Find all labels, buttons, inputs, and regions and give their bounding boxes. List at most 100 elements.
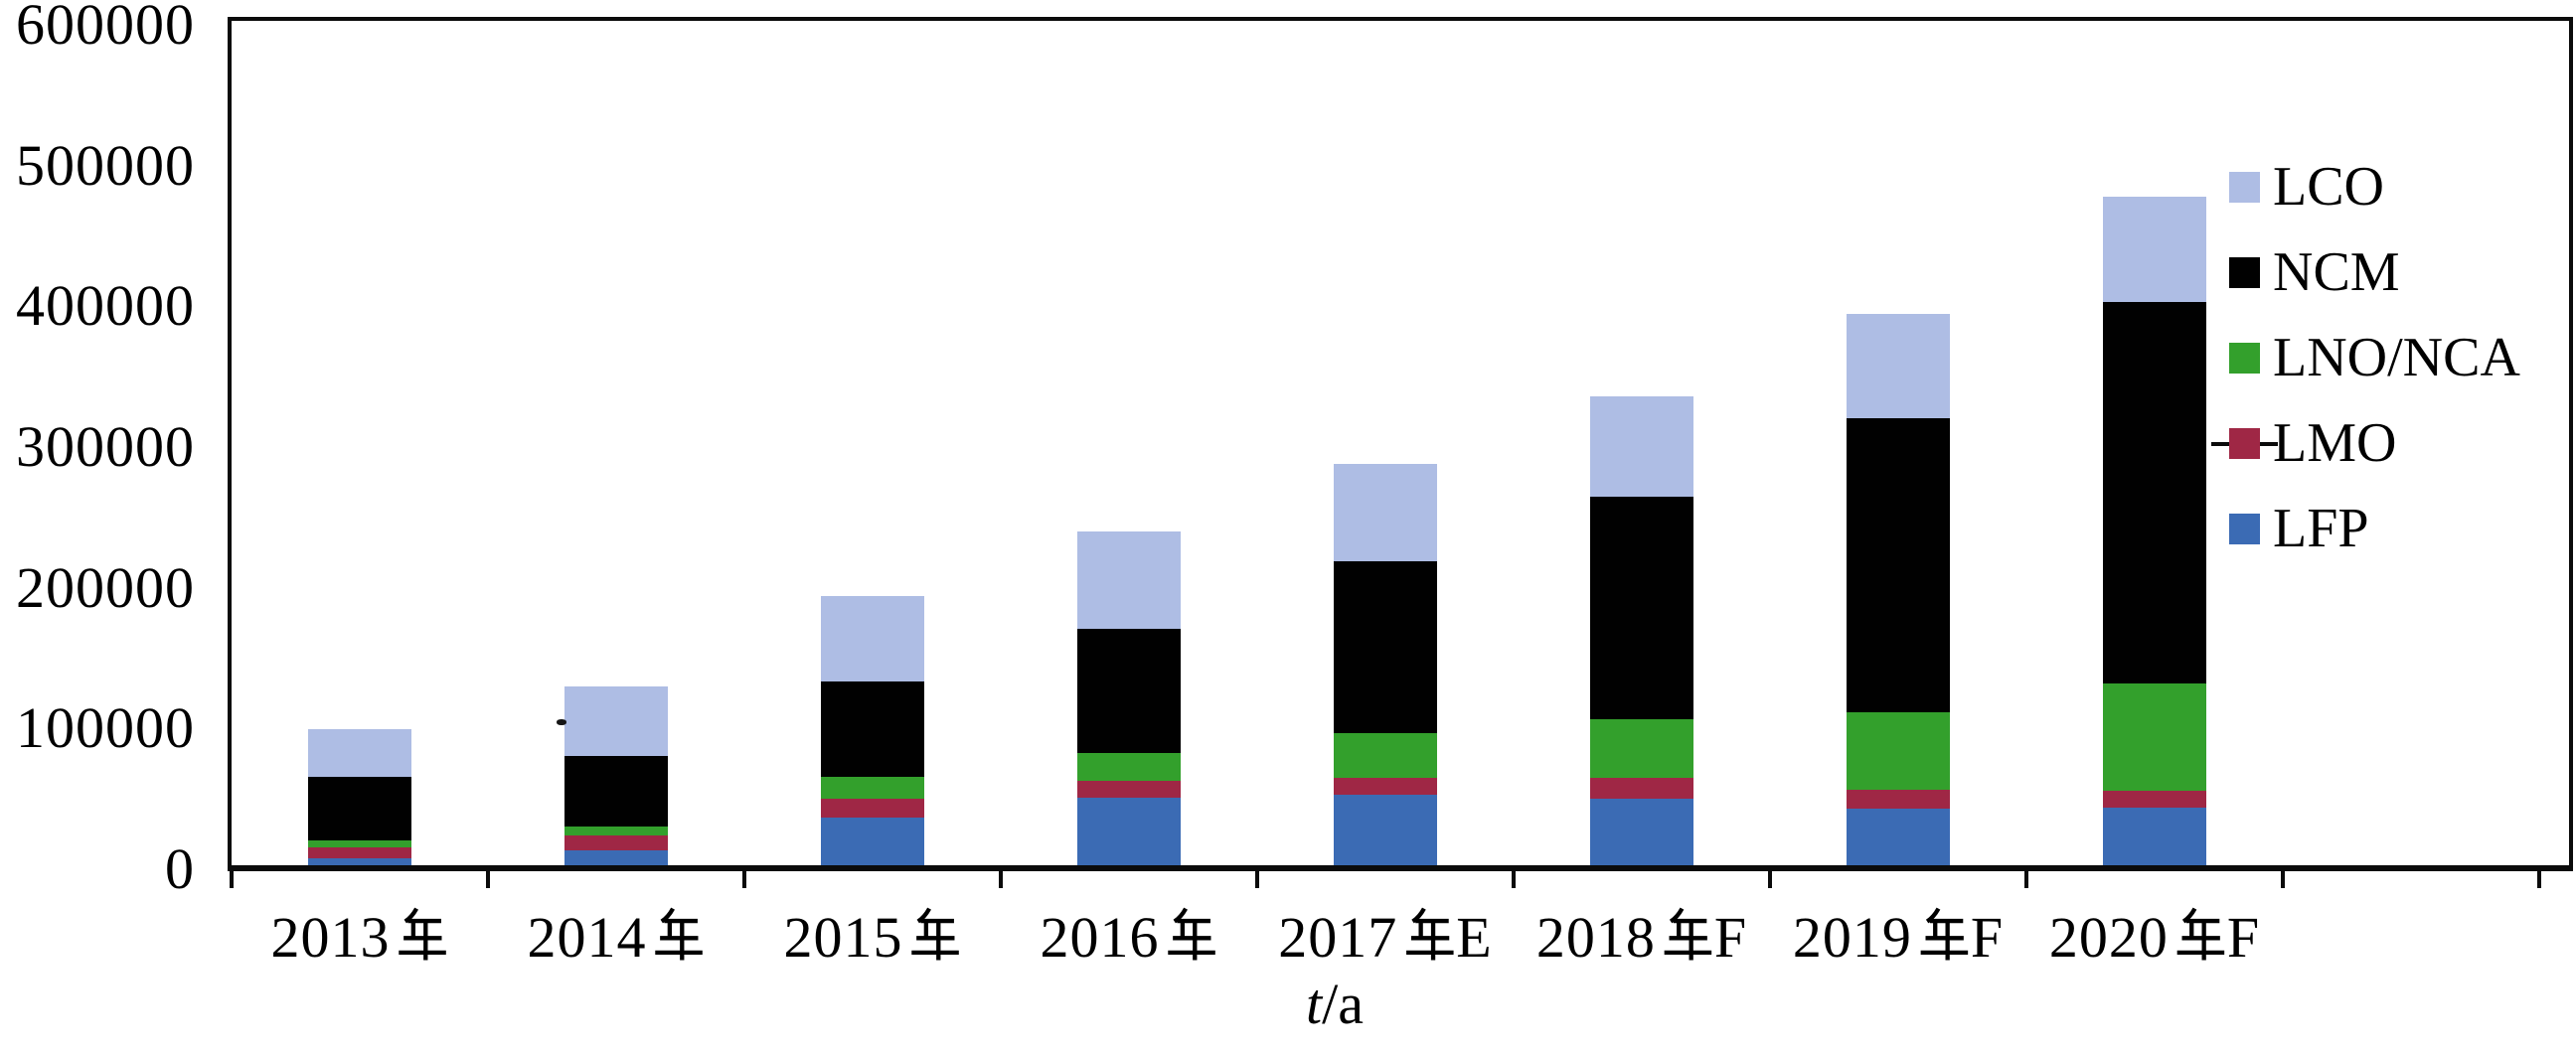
x-label-year: 2014 xyxy=(527,905,647,970)
y-tick-label: 100000 xyxy=(16,695,195,761)
x-category-label: 2013 xyxy=(271,906,449,970)
bar-segment-lfp xyxy=(1077,798,1181,865)
bar-segment-lmo xyxy=(2103,790,2206,808)
legend-entry-lno-nca: LNO/NCA xyxy=(2229,330,2520,385)
x-tick-mark xyxy=(1768,871,1772,888)
x-tick-mark xyxy=(2537,871,2541,888)
x-label-year: 2020 xyxy=(2048,905,2169,970)
nian-year-glyph xyxy=(2176,907,2225,961)
bar-segment-lmo xyxy=(1590,778,1693,800)
x-label-forecast-tag: E xyxy=(1456,905,1493,970)
stacked-bar xyxy=(1077,21,1181,865)
legend-label: LNO/NCA xyxy=(2273,327,2520,388)
bar-segment-lmo xyxy=(1334,778,1437,796)
bar-slot-2020 xyxy=(2026,21,2283,865)
y-tick-label: 300000 xyxy=(16,414,195,479)
bar-segment-lco xyxy=(1334,464,1437,561)
x-tick-mark xyxy=(2281,871,2285,888)
legend: LCO NCM LNO/NCA LMO LFP xyxy=(2211,159,2520,586)
bar-segment-lco xyxy=(564,686,668,757)
x-axis-title-rest: /a xyxy=(1322,972,1364,1036)
bar-segment-lno-nca xyxy=(2103,683,2206,791)
legend-entry-lco: LCO xyxy=(2229,159,2520,215)
y-tick-label: 400000 xyxy=(16,273,195,339)
scan-speck-artifact xyxy=(557,719,566,725)
bar-segment-ncm xyxy=(1077,629,1181,753)
legend-marker-wrap xyxy=(2211,427,2278,459)
x-category-label: 2017 E xyxy=(1278,906,1492,970)
bar-segment-lmo xyxy=(564,835,668,851)
x-axis-title-italic: t xyxy=(1306,972,1323,1036)
x-category-label: 2018 F xyxy=(1536,906,1747,970)
x-category-label: 2016 xyxy=(1041,906,1218,970)
bar-slot-2014 xyxy=(488,21,744,865)
legend-marker-wrap xyxy=(2229,513,2260,544)
legend-entry-lmo: LMO xyxy=(2211,415,2520,471)
bar-segment-lno-nca xyxy=(564,827,668,836)
stacked-bar xyxy=(1334,21,1437,865)
x-label-year: 2017 xyxy=(1278,905,1398,970)
legend-label: NCM xyxy=(2273,241,2400,303)
nian-year-glyph xyxy=(399,907,446,961)
nian-year-glyph xyxy=(1406,907,1454,961)
legend-color-swatch xyxy=(2229,513,2260,544)
legend-label: LFP xyxy=(2273,498,2369,559)
nian-year-glyph xyxy=(655,907,703,961)
stacked-bar xyxy=(308,21,411,865)
legend-marker-wrap xyxy=(2229,256,2260,288)
bar-segment-lfp xyxy=(1847,809,1950,865)
x-label-forecast-tag: F xyxy=(1970,905,2005,970)
bar-segment-lfp xyxy=(821,817,924,865)
bar-segment-lco xyxy=(1590,396,1693,497)
bar-segment-ncm xyxy=(308,776,411,840)
stacked-bar xyxy=(1847,21,1950,865)
bar-segment-lno-nca xyxy=(1847,712,1950,791)
x-label-forecast-tag: F xyxy=(1713,905,1748,970)
bar-slot-2018 xyxy=(1514,21,1770,865)
x-tick-mark xyxy=(486,871,490,888)
x-label-year: 2018 xyxy=(1535,905,1656,970)
bar-segment-lno-nca xyxy=(1590,718,1693,779)
x-label-year: 2013 xyxy=(270,905,391,970)
bar-segment-lco xyxy=(1077,531,1181,629)
bar-segment-ncm xyxy=(2103,302,2206,684)
bar-segment-lfp xyxy=(564,850,668,865)
legend-color-swatch xyxy=(2229,256,2260,288)
x-tick-mark xyxy=(2024,871,2028,888)
legend-color-swatch xyxy=(2229,171,2260,203)
bar-slot-2013 xyxy=(232,21,488,865)
bar-slot-2016 xyxy=(1001,21,1257,865)
bar-slot-2017 xyxy=(1257,21,1514,865)
x-category-label: 2014 xyxy=(528,906,706,970)
bar-segment-lno-nca xyxy=(821,777,924,799)
x-label-year: 2019 xyxy=(1792,905,1912,970)
bar-segment-lno-nca xyxy=(308,839,411,847)
bar-segment-lco xyxy=(2103,197,2206,303)
stacked-bar xyxy=(1590,21,1693,865)
stacked-bar xyxy=(821,21,924,865)
x-tick-mark xyxy=(742,871,746,888)
bar-segment-ncm xyxy=(1334,561,1437,733)
y-axis-tick-labels: 0 100000 200000 300000 400000 500000 600000 xyxy=(0,0,195,911)
bar-segment-lfp xyxy=(1334,795,1437,865)
x-label-year: 2015 xyxy=(783,905,903,970)
x-tick-mark xyxy=(1512,871,1516,888)
stacked-bar xyxy=(2103,21,2206,865)
bar-segment-lmo xyxy=(1077,781,1181,798)
bar-segment-lmo xyxy=(821,798,924,818)
bar-segment-lfp xyxy=(308,857,411,865)
x-tick-mark xyxy=(230,871,234,888)
nian-year-glyph xyxy=(911,907,959,961)
bar-segment-ncm xyxy=(564,756,668,828)
bar-slot-2015 xyxy=(744,21,1001,865)
legend-color-swatch xyxy=(2229,427,2260,459)
nian-year-glyph xyxy=(1664,907,1712,961)
x-category-label: 2019 F xyxy=(1793,906,2004,970)
legend-label: LCO xyxy=(2273,156,2384,218)
x-axis-category-labels: 2013 2014 2015 2016 2017 E 2018 F 2019 F 2020 F xyxy=(232,906,2569,989)
bar-segment-lfp xyxy=(2103,807,2206,865)
y-tick-label: 500000 xyxy=(16,132,195,198)
x-label-year: 2016 xyxy=(1040,905,1160,970)
y-tick-label: 600000 xyxy=(16,0,195,57)
